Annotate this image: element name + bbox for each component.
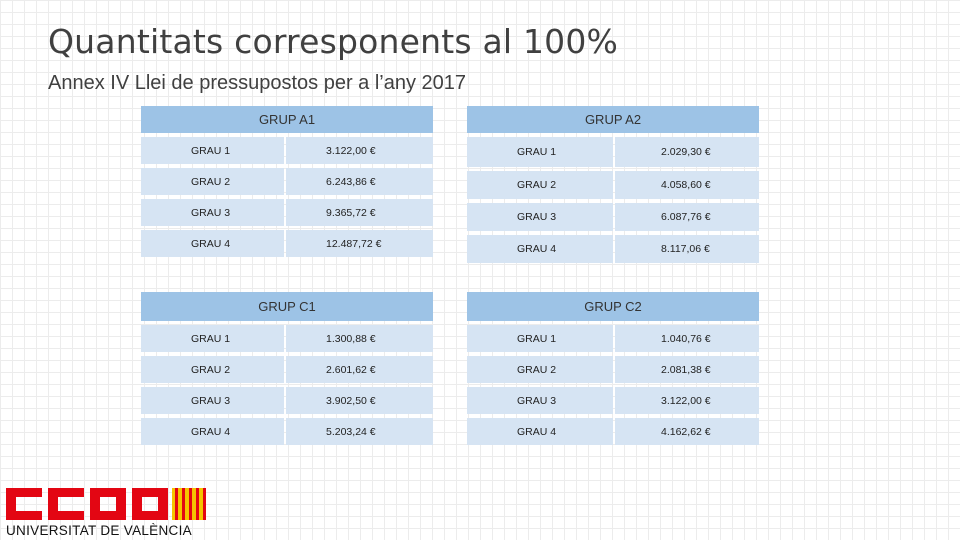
- grade-cell: GRAU 4: [467, 235, 613, 263]
- ccoo-logo: UNIVERSITAT DE VALÈNCIA: [4, 486, 210, 538]
- amount-cell: 12.487,72 €: [286, 230, 433, 257]
- amount-cell: 9.365,72 €: [286, 199, 433, 226]
- grade-cell: GRAU 4: [141, 418, 284, 445]
- grade-cell: GRAU 1: [141, 137, 284, 164]
- amount-cell: 2.029,30 €: [615, 137, 759, 167]
- table-row: GRAU 3 6.087,76 €: [467, 203, 759, 231]
- table-row: GRAU 3 3.122,00 €: [467, 387, 759, 414]
- group-header: GRUP A1: [141, 106, 433, 133]
- grade-cell: GRAU 3: [467, 203, 613, 231]
- amount-cell: 4.162,62 €: [615, 418, 759, 445]
- amount-cell: 8.117,06 €: [615, 235, 759, 263]
- grade-cell: GRAU 3: [467, 387, 613, 414]
- amount-cell: 1.040,76 €: [615, 325, 759, 352]
- slide-subtitle: Annex IV Llei de pressupostos per a l’an…: [48, 72, 467, 94]
- group-table-c2: GRUP C2 GRAU 1 1.040,76 € GRAU 2 2.081,3…: [467, 292, 759, 449]
- table-row: GRAU 1 2.029,30 €: [467, 137, 759, 167]
- logo-text: UNIVERSITAT DE VALÈNCIA: [6, 523, 192, 538]
- grade-cell: GRAU 4: [467, 418, 613, 445]
- grade-cell: GRAU 2: [467, 356, 613, 383]
- table-row: GRAU 4 8.117,06 €: [467, 235, 759, 263]
- slide-title: Quantitats corresponents al 100%: [48, 22, 619, 61]
- group-table-c1: GRUP C1 GRAU 1 1.300,88 € GRAU 2 2.601,6…: [141, 292, 433, 449]
- group-table-a1: GRUP A1 GRAU 1 3.122,00 € GRAU 2 6.243,8…: [141, 106, 433, 261]
- grade-cell: GRAU 4: [141, 230, 284, 257]
- amount-cell: 2.601,62 €: [286, 356, 433, 383]
- group-header: GRUP C1: [141, 292, 433, 321]
- grade-cell: GRAU 2: [141, 168, 284, 195]
- table-row: GRAU 4 5.203,24 €: [141, 418, 433, 445]
- grade-cell: GRAU 3: [141, 387, 284, 414]
- table-row: GRAU 2 2.081,38 €: [467, 356, 759, 383]
- amount-cell: 3.122,00 €: [286, 137, 433, 164]
- ccoo-logo-mark: [6, 488, 206, 520]
- grade-cell: GRAU 2: [141, 356, 284, 383]
- table-row: GRAU 1 3.122,00 €: [141, 137, 433, 164]
- amount-cell: 5.203,24 €: [286, 418, 433, 445]
- amount-cell: 3.122,00 €: [615, 387, 759, 414]
- amount-cell: 2.081,38 €: [615, 356, 759, 383]
- table-row: GRAU 3 3.902,50 €: [141, 387, 433, 414]
- table-row: GRAU 4 12.487,72 €: [141, 230, 433, 257]
- amount-cell: 6.243,86 €: [286, 168, 433, 195]
- group-table-a2: GRUP A2 GRAU 1 2.029,30 € GRAU 2 4.058,6…: [467, 106, 759, 267]
- table-row: GRAU 1 1.040,76 €: [467, 325, 759, 352]
- table-row: GRAU 2 4.058,60 €: [467, 171, 759, 199]
- table-row: GRAU 2 2.601,62 €: [141, 356, 433, 383]
- amount-cell: 3.902,50 €: [286, 387, 433, 414]
- table-row: GRAU 1 1.300,88 €: [141, 325, 433, 352]
- grade-cell: GRAU 1: [467, 325, 613, 352]
- table-row: GRAU 3 9.365,72 €: [141, 199, 433, 226]
- amount-cell: 1.300,88 €: [286, 325, 433, 352]
- amount-cell: 6.087,76 €: [615, 203, 759, 231]
- group-header: GRUP C2: [467, 292, 759, 321]
- table-row: GRAU 2 6.243,86 €: [141, 168, 433, 195]
- grade-cell: GRAU 2: [467, 171, 613, 199]
- amount-cell: 4.058,60 €: [615, 171, 759, 199]
- grade-cell: GRAU 3: [141, 199, 284, 226]
- grade-cell: GRAU 1: [467, 137, 613, 167]
- group-header: GRUP A2: [467, 106, 759, 133]
- table-row: GRAU 4 4.162,62 €: [467, 418, 759, 445]
- grade-cell: GRAU 1: [141, 325, 284, 352]
